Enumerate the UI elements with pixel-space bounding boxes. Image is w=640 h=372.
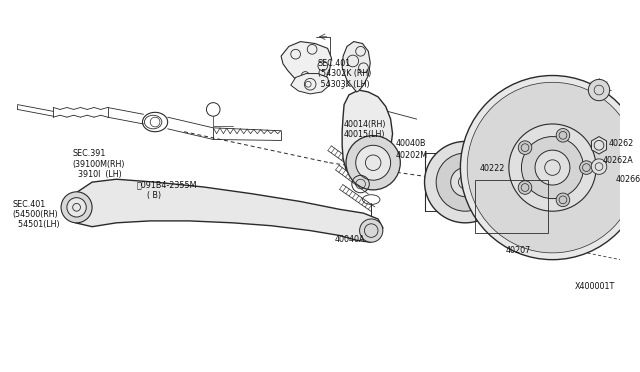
Circle shape	[467, 82, 638, 253]
Text: 40207: 40207	[506, 246, 531, 255]
Circle shape	[518, 181, 532, 194]
Circle shape	[436, 153, 494, 211]
Circle shape	[67, 198, 86, 217]
Circle shape	[588, 79, 610, 101]
Text: Ⓒ091B4-2355M
    ( B): Ⓒ091B4-2355M ( B)	[137, 180, 197, 200]
Polygon shape	[342, 42, 371, 92]
Polygon shape	[342, 90, 392, 181]
Text: 40040B: 40040B	[396, 140, 426, 148]
Text: 40262A: 40262A	[603, 156, 634, 165]
Circle shape	[360, 219, 383, 242]
Text: X400001T: X400001T	[575, 282, 615, 291]
Circle shape	[556, 193, 570, 206]
Circle shape	[61, 192, 92, 223]
Polygon shape	[591, 137, 607, 154]
Circle shape	[509, 124, 596, 211]
Circle shape	[518, 141, 532, 154]
Text: 40266: 40266	[616, 175, 640, 185]
Circle shape	[591, 159, 607, 174]
Text: SEC.401
(54500(RH)
  54501(LH): SEC.401 (54500(RH) 54501(LH)	[13, 199, 60, 230]
Circle shape	[522, 137, 584, 199]
Circle shape	[556, 129, 570, 142]
Text: 40040A: 40040A	[334, 235, 365, 244]
Polygon shape	[291, 74, 330, 94]
Text: 40014(RH)
40015(LH): 40014(RH) 40015(LH)	[344, 120, 387, 140]
Text: SEC.391
(39100M(RH)
  3910I  (LH): SEC.391 (39100M(RH) 3910I (LH)	[73, 149, 125, 179]
Polygon shape	[281, 42, 332, 85]
Circle shape	[424, 141, 506, 223]
Circle shape	[535, 150, 570, 185]
Circle shape	[580, 161, 593, 174]
Circle shape	[451, 167, 480, 197]
Circle shape	[356, 145, 390, 180]
Text: 40222: 40222	[480, 164, 505, 173]
Polygon shape	[70, 179, 383, 242]
Circle shape	[460, 76, 640, 260]
Text: 40262: 40262	[609, 138, 634, 148]
Text: SEC.401
(54302K (RH)
 54303K (LH): SEC.401 (54302K (RH) 54303K (LH)	[318, 59, 371, 89]
Circle shape	[346, 136, 400, 190]
Text: 40202M: 40202M	[396, 151, 428, 160]
